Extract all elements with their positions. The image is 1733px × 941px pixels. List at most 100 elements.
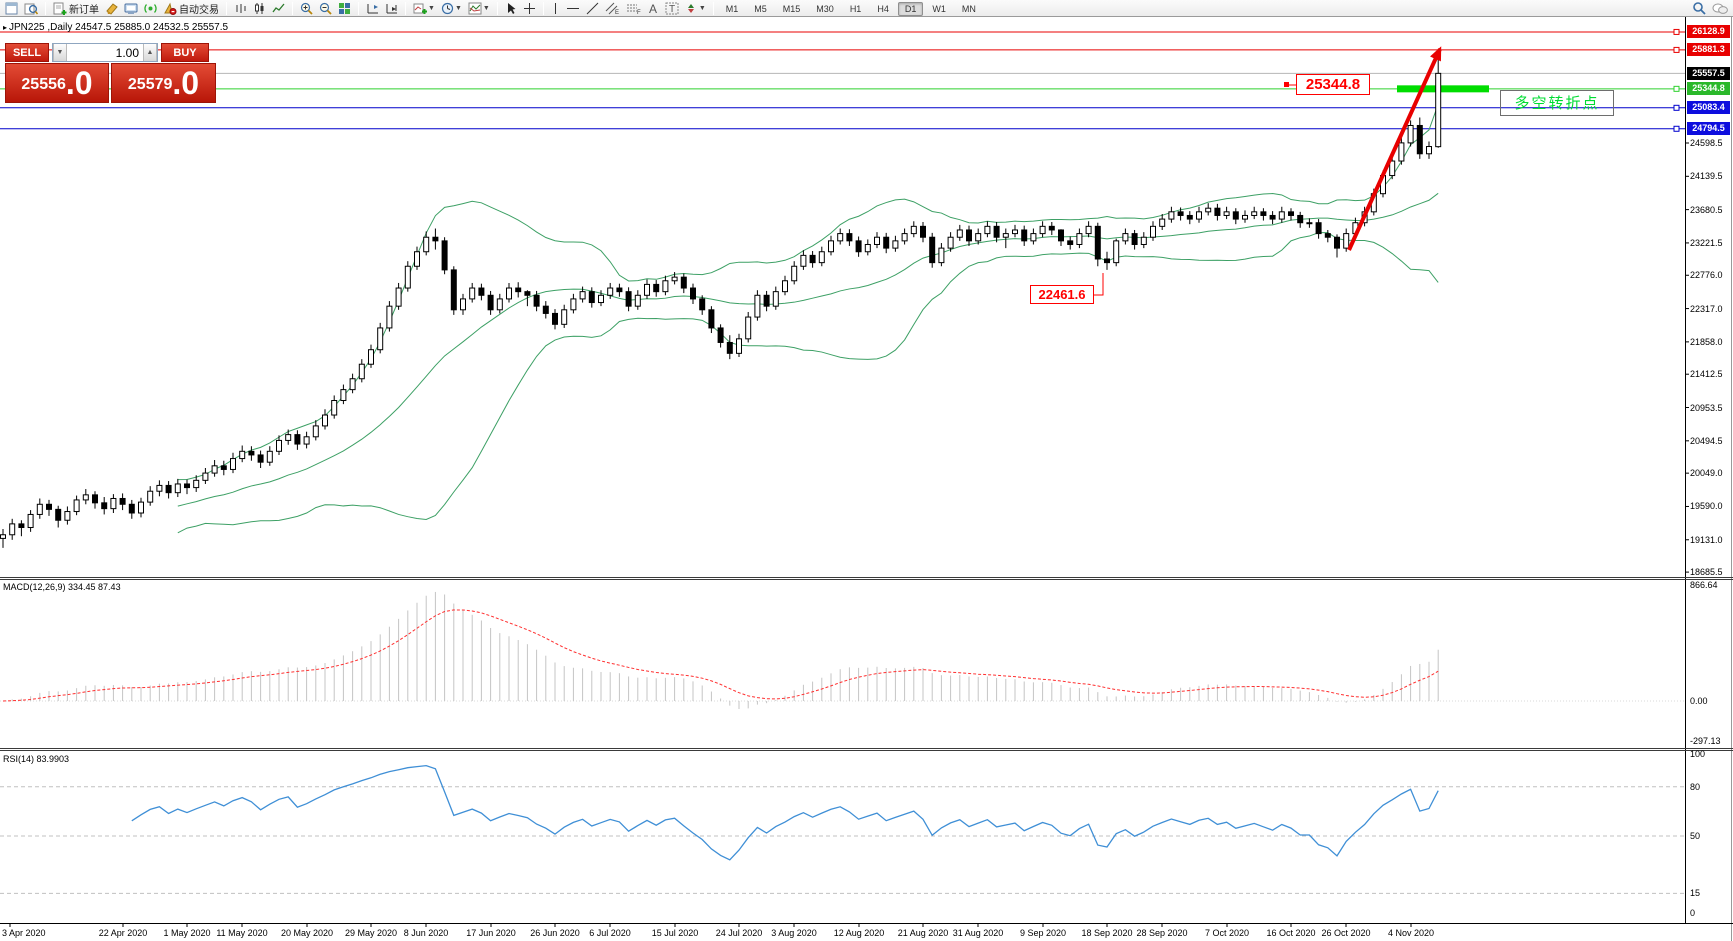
zoom-in-icon[interactable] [298,1,315,16]
fibonacci-icon[interactable]: F [624,1,643,16]
tf-d1[interactable]: D1 [897,2,924,16]
candle-body [625,291,632,307]
signals-icon[interactable] [142,1,159,16]
price-badge-25083.4: 25083.4 [1687,101,1730,115]
ask-price-button[interactable]: 25579 .0 [111,63,216,103]
candle-body [542,305,549,314]
bid-price-button[interactable]: 25556 .0 [5,63,109,103]
candle-body [782,280,788,293]
candle-body [1389,160,1396,177]
tf-mn[interactable]: MN [961,4,976,14]
candle-body [110,497,117,510]
candle-body [174,483,181,494]
chat-icon[interactable] [1710,1,1730,16]
styler-icon[interactable] [103,1,120,16]
chart-shift-icon[interactable] [364,1,381,16]
tf-m1[interactable]: M1 [725,4,739,14]
candle-body [680,276,687,289]
candle-body [478,287,485,296]
new-chart-icon[interactable]: ▼ [411,1,437,16]
bar-chart-icon[interactable] [232,1,249,16]
candle-body [1269,214,1276,220]
terminal-icon[interactable] [122,1,140,16]
panel-separator[interactable] [0,577,1733,578]
candle-body [910,225,917,235]
candle-body [1306,222,1313,225]
candle-body [432,236,439,242]
candle-body [598,294,604,304]
tile-windows-icon[interactable] [336,1,353,16]
candle-body [1407,124,1414,144]
tf-w1[interactable]: W1 [932,4,946,14]
swing-low-note[interactable]: 22461.6 [1030,285,1094,304]
line-handle[interactable] [1673,28,1680,35]
date-label: 12 Aug 2020 [833,928,885,938]
candle-body [579,291,586,300]
svg-text:F: F [637,10,641,15]
date-label: 6 Jul 2020 [589,928,631,938]
line-chart-icon[interactable] [270,1,287,16]
periods-icon[interactable]: ▼ [439,1,464,16]
candle-body [92,494,98,504]
tf-m5[interactable]: M5 [754,4,767,14]
line-handle[interactable] [1673,104,1680,111]
arrows-tool-icon[interactable]: ▼ [683,1,708,16]
macd-tick-label: 0.00 [1690,696,1708,706]
zoom-out-icon[interactable] [317,1,334,16]
cursor-icon[interactable] [503,1,519,16]
green-trend-segment[interactable] [1397,85,1489,93]
candle-body [9,523,16,536]
candle-body [64,511,71,521]
candlestick-chart-icon[interactable] [251,1,268,16]
indicators-icon[interactable]: ▼ [466,1,492,16]
panel-separator[interactable] [0,748,1733,749]
tf-m30[interactable]: M30 [816,4,834,14]
line-handle[interactable] [1673,85,1680,92]
turning-point-label[interactable]: 多空转折点 [1500,90,1614,116]
candle-body [874,236,880,245]
candle-body [138,501,144,514]
candle-body [487,294,494,311]
autotrade-button[interactable]: 自动交易 [161,1,221,16]
auto-scroll-icon[interactable] [383,1,400,16]
level-price-note[interactable]: 25344.8 [1296,74,1370,95]
line-handle[interactable] [1673,125,1680,132]
candle-body [1260,211,1267,216]
new-order-button[interactable]: 新订单 [51,1,101,16]
vertical-line-icon[interactable] [549,1,562,16]
search-icon[interactable] [1690,1,1708,16]
candle-body [1297,214,1304,224]
crosshair-icon[interactable] [521,1,538,16]
candle-body [644,283,650,296]
candle-body [828,240,834,253]
bollinger-upper [177,104,1439,481]
buy-button[interactable]: BUY [161,43,209,62]
volume-down-button[interactable]: ▼ [53,44,67,61]
sell-button[interactable]: SELL [5,43,49,62]
trendline-icon[interactable] [584,1,601,16]
volume-field[interactable]: 1.00 [115,45,139,60]
market-watch-icon[interactable] [22,1,40,16]
date-label: 18 Sep 2020 [1081,928,1133,938]
chart-area[interactable]: ▸ JPN225 ,Daily 24547.5 25885.0 24532.5 2… [0,17,1733,941]
candle-body [496,298,503,311]
text-label-icon[interactable]: T [663,1,681,16]
chart-window-icon[interactable] [3,1,20,16]
volume-up-button[interactable]: ▲ [143,44,157,61]
chart-canvas [0,28,1689,927]
candle-body [947,236,954,249]
tf-h4[interactable]: H4 [877,4,889,14]
tf-m15[interactable]: M15 [782,4,801,14]
date-label: 24 Jul 2020 [715,928,763,938]
macd-signal-line [2,609,1439,702]
candle-body [220,465,227,470]
candle-body [55,508,62,521]
horizontal-line-icon[interactable] [564,1,582,16]
line-handle[interactable] [1673,46,1680,53]
tf-h1[interactable]: H1 [849,4,862,14]
trend-arrow[interactable] [1347,46,1442,251]
note-connector [1094,273,1104,296]
equidistant-channel-icon[interactable]: E [603,1,622,16]
text-icon[interactable]: A [645,1,661,16]
candle-body [1223,211,1230,216]
